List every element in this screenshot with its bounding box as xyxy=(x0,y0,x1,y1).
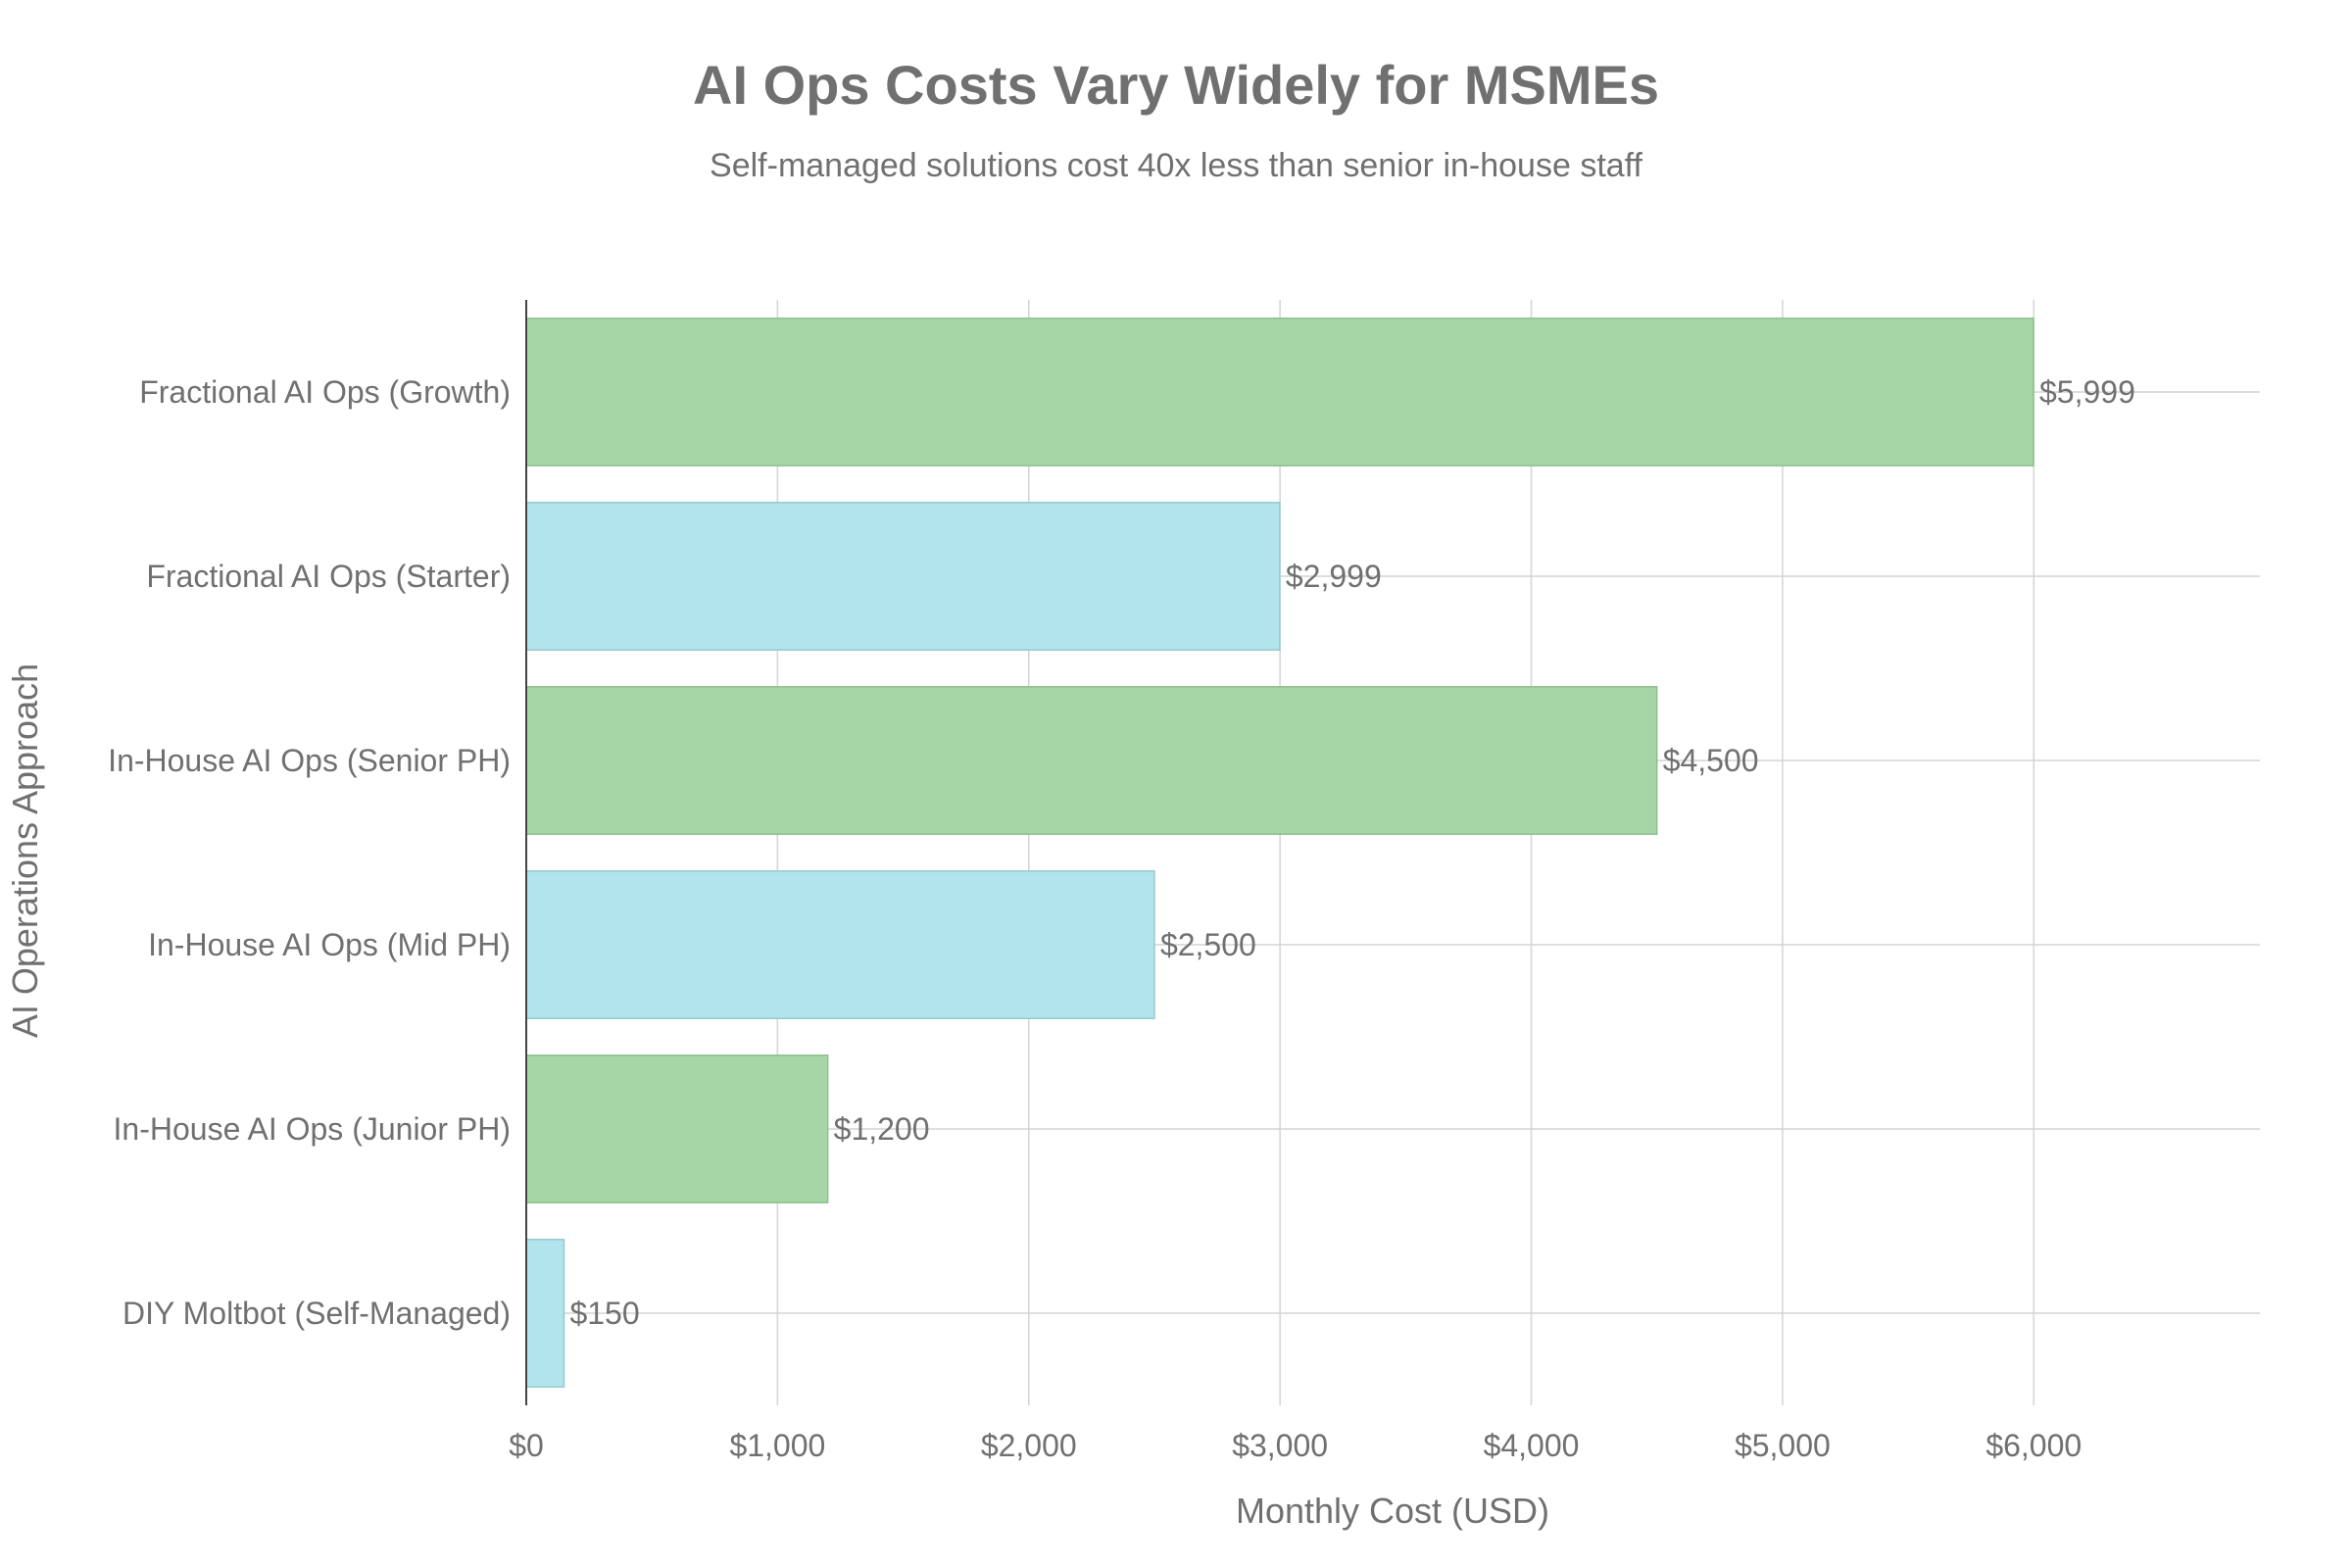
bar xyxy=(525,1239,565,1388)
y-tick-label: In-House AI Ops (Mid PH) xyxy=(148,927,511,962)
bar xyxy=(525,870,1155,1019)
bar xyxy=(525,686,1658,835)
bar-value-label: $2,999 xyxy=(1286,559,1382,594)
bar-value-label: $150 xyxy=(569,1296,639,1331)
bar xyxy=(525,1054,829,1203)
bars xyxy=(525,318,2034,1388)
bar-value-label: $5,999 xyxy=(2039,374,2135,410)
x-tick-label: $4,000 xyxy=(1484,1428,1580,1463)
y-tick-label: Fractional AI Ops (Starter) xyxy=(146,559,511,594)
y-tick-label: DIY Moltbot (Self-Managed) xyxy=(122,1296,511,1331)
x-tick-label: $6,000 xyxy=(1985,1428,2082,1463)
x-tick-label: $0 xyxy=(509,1428,544,1463)
x-tick-label: $2,000 xyxy=(981,1428,1077,1463)
y-tick-label: In-House AI Ops (Senior PH) xyxy=(108,743,511,778)
x-tick-label: $5,000 xyxy=(1735,1428,1831,1463)
bar-value-label: $2,500 xyxy=(1160,927,1256,962)
chart-title: AI Ops Costs Vary Widely for MSMEs xyxy=(693,54,1659,116)
y-tick-label: In-House AI Ops (Junior PH) xyxy=(114,1111,511,1147)
bar-value-label: $4,500 xyxy=(1663,743,1759,778)
axes: $0 $1,000 $2,000 $3,000 $4,000 $5,000 $6,000 Fr… xyxy=(108,300,2082,1463)
y-tick-label: Fractional AI Ops (Growth) xyxy=(139,374,511,410)
x-tick-label: $3,000 xyxy=(1232,1428,1328,1463)
data-labels: $5,999 $2,999 $4,500 $2,500 $1,200 $150 xyxy=(569,374,2134,1331)
bar-value-label: $1,200 xyxy=(834,1111,930,1147)
chart-subtitle: Self-managed solutions cost 40x less tha… xyxy=(710,147,1642,184)
y-axis-title: AI Operations Approach xyxy=(5,663,45,1038)
x-axis-title: Monthly Cost (USD) xyxy=(1236,1491,1549,1531)
bar xyxy=(525,318,2034,466)
x-tick-label: $1,000 xyxy=(729,1428,825,1463)
bar xyxy=(525,502,1281,651)
